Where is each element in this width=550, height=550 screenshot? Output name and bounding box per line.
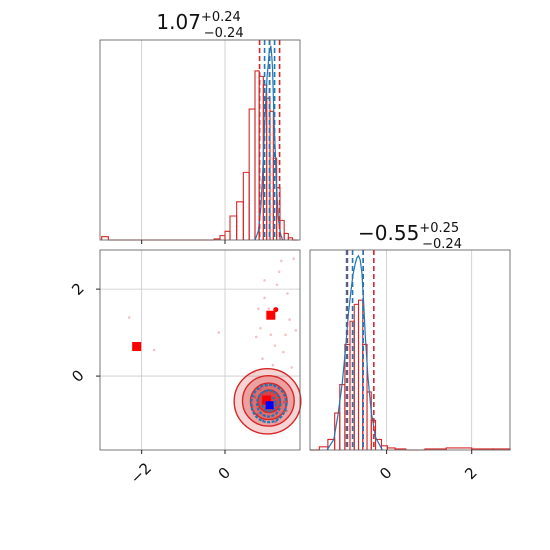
scatter-point bbox=[217, 331, 221, 334]
scatter-point bbox=[277, 270, 281, 274]
x-tick-label: −2 bbox=[127, 459, 155, 487]
x-tick-label: 0 bbox=[215, 464, 234, 483]
marker bbox=[132, 342, 142, 352]
panel-param1-frame bbox=[99, 39, 301, 241]
hist-bar bbox=[101, 236, 109, 240]
param2-title: −0.55+0.25 −0.24 bbox=[358, 221, 462, 252]
scatter-point bbox=[269, 333, 273, 337]
scatter-point bbox=[127, 316, 131, 319]
scatter-point bbox=[253, 395, 257, 399]
scatter-point bbox=[290, 366, 293, 369]
hist-bar bbox=[353, 303, 360, 450]
x-tick-label: 2 bbox=[461, 464, 480, 483]
scatter-point bbox=[282, 400, 286, 404]
scatter-point bbox=[292, 257, 296, 260]
hist-line bbox=[254, 45, 284, 241]
marker bbox=[273, 307, 279, 313]
scatter-point bbox=[254, 335, 258, 339]
scatter-point bbox=[284, 333, 287, 337]
marker bbox=[262, 395, 272, 405]
hist-bar bbox=[287, 237, 294, 240]
hist-bar bbox=[318, 446, 329, 450]
panel-joint: −2 0 0 2 bbox=[68, 249, 302, 487]
hist-bar bbox=[242, 171, 250, 240]
scatter-point bbox=[275, 283, 279, 287]
scatter-point bbox=[259, 326, 262, 330]
panel-param1-hist: 1.07+0.24 −0.24 bbox=[99, 10, 301, 244]
hist-bar bbox=[276, 187, 281, 240]
x-tick-label: 0 bbox=[376, 464, 395, 483]
contour bbox=[255, 389, 282, 418]
scatter-point bbox=[271, 363, 275, 367]
scatter-point bbox=[152, 348, 156, 352]
hist-bar bbox=[327, 438, 336, 450]
param1-title: 1.07+0.24 −0.24 bbox=[156, 10, 243, 41]
y-tick-label: 0 bbox=[68, 366, 87, 385]
marker bbox=[265, 401, 274, 410]
scatter-point bbox=[263, 296, 266, 300]
panel-param2-hist: 0 2 −0.55+0.25 −0.24 bbox=[309, 221, 511, 483]
hist-bar bbox=[254, 70, 260, 240]
hist-bar bbox=[229, 215, 238, 240]
scatter-point bbox=[267, 307, 271, 310]
hist-bar bbox=[374, 438, 383, 450]
hist-line bbox=[326, 254, 383, 451]
panel-joint-frame bbox=[99, 249, 301, 451]
scatter-point bbox=[257, 307, 260, 310]
panel-param2-frame bbox=[309, 249, 511, 451]
scatter-point bbox=[286, 292, 289, 295]
hist-bar bbox=[236, 201, 244, 240]
scatter-point bbox=[282, 350, 285, 354]
scatter-point bbox=[273, 344, 277, 347]
scatter-point bbox=[263, 279, 266, 282]
hist-bar bbox=[357, 299, 364, 450]
scatter-point bbox=[279, 259, 283, 263]
hist-bar bbox=[248, 108, 256, 240]
hist-bar bbox=[224, 230, 231, 240]
scatter-point bbox=[261, 357, 264, 360]
y-tick-label: 2 bbox=[68, 279, 87, 298]
scatter-point bbox=[294, 329, 298, 332]
scatter-point bbox=[288, 318, 291, 321]
marker bbox=[266, 310, 276, 320]
contour bbox=[250, 383, 288, 424]
hist-bar bbox=[219, 235, 226, 240]
hist-bar bbox=[283, 232, 289, 240]
